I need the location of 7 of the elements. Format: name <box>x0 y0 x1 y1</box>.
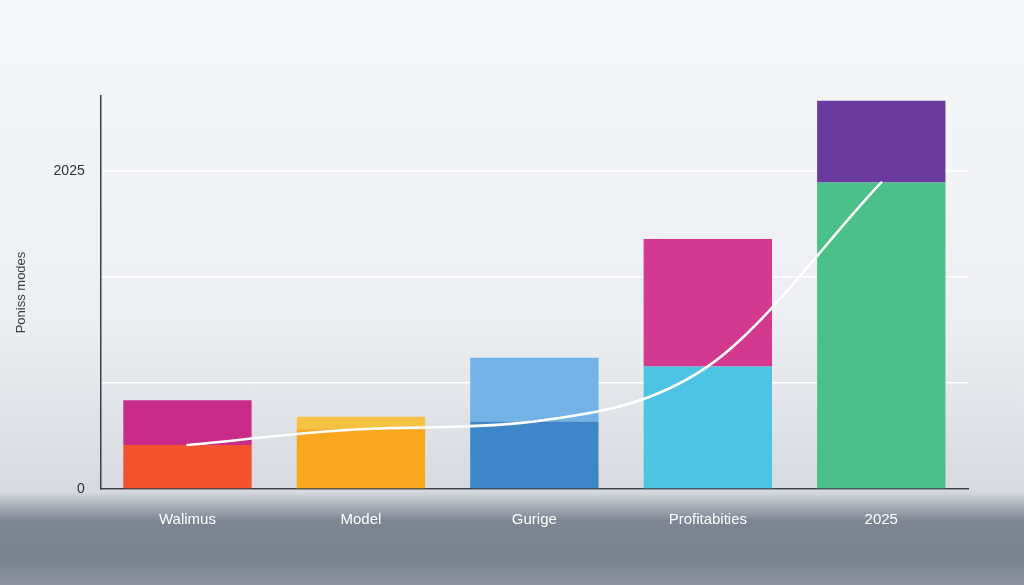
y-tick-label: 0 <box>76 479 85 496</box>
x-tick-label: Walimus <box>158 510 216 528</box>
x-tick-label: 2025 <box>864 510 898 528</box>
x-tick-label: Gurige <box>511 510 557 528</box>
x-tick-label: Profitabities <box>668 510 748 528</box>
x-tick-label: Model <box>340 510 382 528</box>
y-axis-title: Poniss modes <box>13 251 29 334</box>
